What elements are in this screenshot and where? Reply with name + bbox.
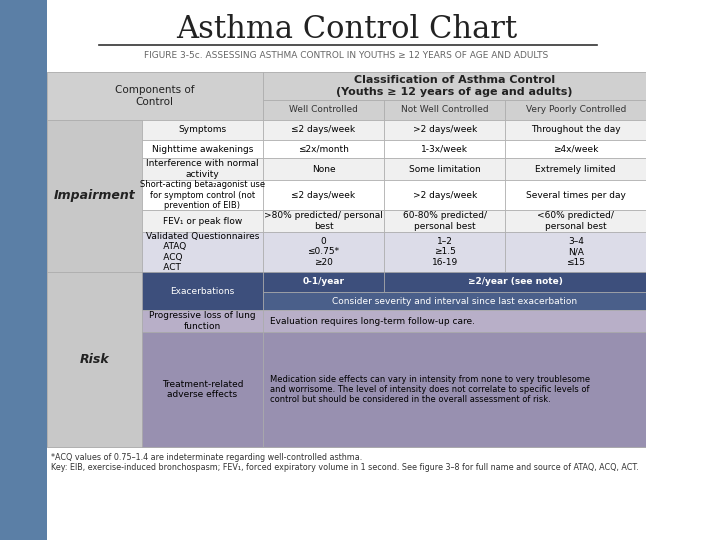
- FancyBboxPatch shape: [263, 310, 647, 332]
- FancyBboxPatch shape: [505, 120, 647, 140]
- FancyBboxPatch shape: [263, 272, 384, 292]
- FancyBboxPatch shape: [505, 232, 647, 272]
- FancyBboxPatch shape: [142, 180, 263, 210]
- FancyBboxPatch shape: [505, 210, 647, 232]
- FancyBboxPatch shape: [263, 210, 384, 232]
- Text: ≤2x/month: ≤2x/month: [298, 145, 349, 153]
- Text: Several times per day: Several times per day: [526, 191, 626, 199]
- Text: Extremely limited: Extremely limited: [536, 165, 616, 173]
- FancyBboxPatch shape: [505, 180, 647, 210]
- Text: Short-acting beta₂agonist use
for symptom control (not
prevention of EIB): Short-acting beta₂agonist use for sympto…: [140, 180, 265, 210]
- Text: Symptoms: Symptoms: [179, 125, 227, 134]
- FancyBboxPatch shape: [47, 72, 263, 120]
- FancyBboxPatch shape: [0, 0, 47, 540]
- Text: Progressive loss of lung
function: Progressive loss of lung function: [149, 311, 256, 330]
- Text: Not Well Controlled: Not Well Controlled: [401, 105, 489, 114]
- FancyBboxPatch shape: [505, 100, 647, 120]
- Text: 1–2
≥1.5
16-19: 1–2 ≥1.5 16-19: [431, 237, 458, 267]
- Text: ≤2 days/week: ≤2 days/week: [292, 191, 356, 199]
- FancyBboxPatch shape: [384, 272, 647, 292]
- FancyBboxPatch shape: [142, 210, 263, 232]
- Text: 0-1/year: 0-1/year: [302, 278, 345, 287]
- Text: ≥2/year (see note): ≥2/year (see note): [468, 278, 562, 287]
- FancyBboxPatch shape: [505, 140, 647, 158]
- FancyBboxPatch shape: [263, 232, 384, 272]
- FancyBboxPatch shape: [263, 140, 384, 158]
- Text: 60-80% predicted/
personal best: 60-80% predicted/ personal best: [402, 211, 487, 231]
- Text: >2 days/week: >2 days/week: [413, 191, 477, 199]
- Text: 3–4
N/A
≤15: 3–4 N/A ≤15: [566, 237, 585, 267]
- FancyBboxPatch shape: [384, 100, 505, 120]
- Text: ≤2 days/week: ≤2 days/week: [292, 125, 356, 134]
- FancyBboxPatch shape: [263, 100, 384, 120]
- Text: Evaluation requires long-term follow-up care.: Evaluation requires long-term follow-up …: [270, 316, 475, 326]
- FancyBboxPatch shape: [263, 120, 384, 140]
- Text: Asthma Control Chart: Asthma Control Chart: [176, 15, 517, 45]
- Text: >80% predicted/ personal
best: >80% predicted/ personal best: [264, 211, 383, 231]
- Text: Nighttime awakenings: Nighttime awakenings: [152, 145, 253, 153]
- Text: Components of
Control: Components of Control: [115, 85, 194, 107]
- FancyBboxPatch shape: [142, 120, 263, 140]
- FancyBboxPatch shape: [505, 158, 647, 180]
- Text: Some limitation: Some limitation: [409, 165, 480, 173]
- FancyBboxPatch shape: [142, 332, 263, 447]
- Text: 0
≤0.75*
≥20: 0 ≤0.75* ≥20: [307, 237, 340, 267]
- FancyBboxPatch shape: [47, 120, 142, 272]
- FancyBboxPatch shape: [384, 180, 505, 210]
- FancyBboxPatch shape: [47, 72, 647, 447]
- Text: FEV₁ or peak flow: FEV₁ or peak flow: [163, 217, 242, 226]
- Text: Very Poorly Controlled: Very Poorly Controlled: [526, 105, 626, 114]
- FancyBboxPatch shape: [142, 272, 263, 310]
- FancyBboxPatch shape: [263, 332, 647, 447]
- FancyBboxPatch shape: [142, 310, 263, 332]
- Text: Classification of Asthma Control
(Youths ≥ 12 years of age and adults): Classification of Asthma Control (Youths…: [336, 75, 573, 97]
- FancyBboxPatch shape: [142, 158, 263, 180]
- FancyBboxPatch shape: [263, 158, 384, 180]
- Text: *ACQ values of 0.75–1.4 are indeterminate regarding well-controlled asthma.
Key:: *ACQ values of 0.75–1.4 are indeterminat…: [51, 453, 639, 472]
- FancyBboxPatch shape: [384, 140, 505, 158]
- Text: Interference with normal
activity: Interference with normal activity: [146, 159, 258, 179]
- Text: ≥4x/week: ≥4x/week: [553, 145, 598, 153]
- FancyBboxPatch shape: [142, 232, 263, 272]
- Text: Medication side effects can vary in intensity from none to very troublesome
and : Medication side effects can vary in inte…: [270, 375, 590, 404]
- Text: None: None: [312, 165, 336, 173]
- FancyBboxPatch shape: [384, 210, 505, 232]
- FancyBboxPatch shape: [47, 272, 142, 447]
- Text: Risk: Risk: [79, 353, 109, 366]
- FancyBboxPatch shape: [384, 232, 505, 272]
- Text: 1-3x/week: 1-3x/week: [421, 145, 468, 153]
- FancyBboxPatch shape: [384, 158, 505, 180]
- FancyBboxPatch shape: [263, 180, 384, 210]
- Text: Impairment: Impairment: [53, 190, 135, 202]
- Text: Treatment-related
adverse effects: Treatment-related adverse effects: [161, 380, 243, 399]
- Text: FIGURE 3-5c. ASSESSING ASTHMA CONTROL IN YOUTHS ≥ 12 YEARS OF AGE AND ADULTS: FIGURE 3-5c. ASSESSING ASTHMA CONTROL IN…: [144, 51, 549, 60]
- FancyBboxPatch shape: [263, 72, 647, 100]
- Text: Well Controlled: Well Controlled: [289, 105, 358, 114]
- Text: Validated Questionnaires
      ATAQ
      ACQ
      ACT: Validated Questionnaires ATAQ ACQ ACT: [145, 232, 259, 272]
- FancyBboxPatch shape: [142, 140, 263, 158]
- Text: <60% predicted/
personal best: <60% predicted/ personal best: [537, 211, 614, 231]
- FancyBboxPatch shape: [384, 120, 505, 140]
- Text: >2 days/week: >2 days/week: [413, 125, 477, 134]
- Text: Throughout the day: Throughout the day: [531, 125, 621, 134]
- FancyBboxPatch shape: [263, 292, 647, 310]
- Text: Consider severity and interval since last exacerbation: Consider severity and interval since las…: [332, 296, 577, 306]
- Text: Exacerbations: Exacerbations: [170, 287, 235, 295]
- FancyBboxPatch shape: [47, 0, 647, 70]
